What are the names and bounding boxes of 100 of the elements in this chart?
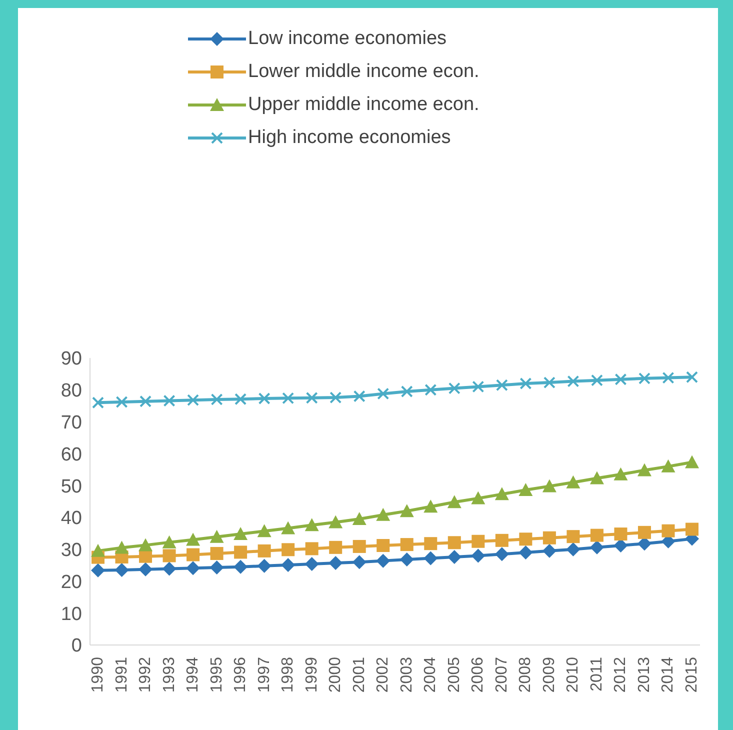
x-tick-label: 2002: [374, 656, 392, 693]
x-tick-label: 1998: [280, 656, 297, 693]
point: [685, 455, 699, 468]
point: [91, 544, 105, 557]
point: [472, 380, 484, 393]
point: [234, 546, 248, 559]
y-tick-label: 50: [60, 476, 82, 498]
point: [424, 500, 438, 513]
point: [448, 536, 461, 550]
x-tick-label: 1990: [90, 656, 106, 693]
point: [590, 540, 604, 554]
point: [329, 540, 342, 554]
point: [614, 538, 628, 553]
point: [257, 558, 272, 573]
x-tick-label: 1996: [232, 656, 250, 693]
point: [638, 372, 650, 384]
x-tick-label: 2015: [684, 656, 700, 693]
x-tick-label: 2007: [493, 656, 510, 693]
point: [186, 548, 200, 562]
point: [471, 548, 486, 563]
x-tick-label: 2011: [588, 656, 606, 692]
point: [424, 384, 437, 396]
point: [162, 549, 176, 562]
x-tick-label: 2006: [470, 656, 487, 693]
point: [496, 379, 508, 392]
point: [614, 528, 628, 541]
x-tick-label: 1993: [160, 656, 178, 693]
point: [518, 546, 533, 560]
point: [590, 528, 604, 542]
point: [234, 527, 248, 540]
point: [376, 508, 390, 521]
point: [400, 538, 414, 552]
point: [494, 487, 509, 500]
y-tick-label: 70: [60, 412, 82, 434]
point: [305, 542, 318, 556]
point: [306, 392, 318, 404]
x-tick-label: 1997: [256, 656, 273, 693]
point: [661, 459, 676, 472]
point: [590, 374, 603, 386]
y-tick-label: 90: [60, 348, 82, 370]
y-tick-label: 80: [60, 380, 82, 402]
point: [495, 534, 508, 547]
point: [686, 522, 698, 536]
point: [138, 562, 153, 576]
x-tick-label: 2012: [612, 656, 630, 693]
point: [328, 556, 343, 570]
point: [662, 524, 675, 538]
point: [162, 535, 176, 548]
point: [566, 530, 580, 544]
y-tick-label: 30: [60, 540, 82, 562]
x-tick-label: 2003: [398, 656, 416, 693]
x-tick-label: 2010: [564, 656, 582, 693]
x-tick-label: 1995: [208, 656, 226, 693]
point: [566, 475, 580, 488]
point: [638, 526, 651, 539]
point: [258, 392, 270, 404]
x-tick-label: 2013: [636, 656, 653, 693]
x-tick-label: 2009: [540, 656, 558, 693]
point: [140, 395, 152, 408]
point: [186, 561, 200, 576]
x-tick-label: 2008: [517, 656, 534, 693]
x-tick-label: 2001: [350, 656, 368, 693]
x-tick-label: 2004: [422, 656, 440, 693]
point: [257, 524, 272, 538]
point: [519, 532, 532, 546]
point: [210, 560, 224, 575]
y-tick-label: 0: [71, 636, 82, 657]
point: [566, 542, 580, 556]
x-tick-label: 1991: [113, 656, 130, 693]
point: [282, 543, 295, 556]
point: [400, 504, 414, 518]
point: [304, 518, 319, 532]
point: [162, 562, 176, 576]
y-tick-label: 60: [60, 444, 82, 466]
legend-label: Low income economies: [248, 28, 447, 50]
point: [330, 392, 342, 404]
point: [114, 563, 129, 578]
point: [210, 530, 224, 543]
y-tick-label: 10: [60, 604, 82, 625]
point: [258, 544, 271, 558]
point: [353, 390, 366, 402]
point: [352, 555, 366, 570]
point: [282, 392, 294, 404]
point: [542, 544, 556, 558]
legend-label: High income economies: [248, 126, 451, 148]
point: [637, 463, 652, 476]
point: [590, 471, 604, 484]
x-tick-label: 2005: [446, 656, 463, 693]
point: [567, 375, 580, 388]
point: [186, 532, 200, 546]
legend-label: Lower middle income econ.: [248, 60, 480, 82]
point: [352, 512, 366, 526]
point: [448, 382, 460, 394]
point: [400, 385, 413, 398]
point: [424, 537, 438, 550]
point: [376, 554, 390, 568]
point: [163, 394, 176, 407]
y-tick-label: 20: [60, 572, 82, 593]
point: [328, 515, 343, 528]
point: [543, 376, 556, 389]
